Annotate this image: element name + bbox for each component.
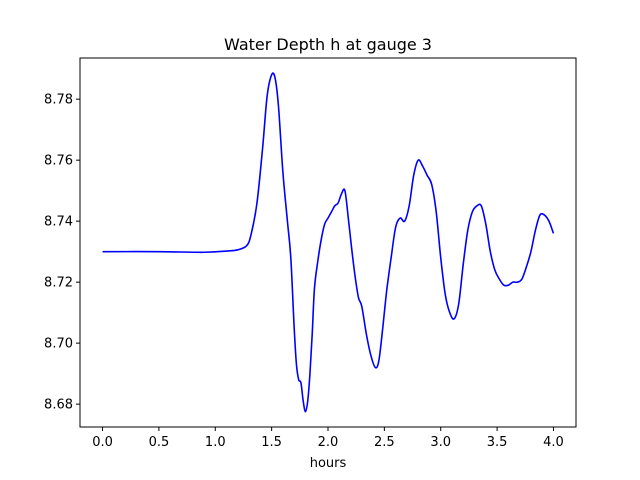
y-tick-label: 8.72 (44, 276, 73, 291)
x-axis-label: hours (310, 456, 347, 471)
x-tick-label: 4.0 (543, 435, 564, 450)
y-tick-label: 8.70 (44, 337, 73, 352)
x-tick-label: 1.5 (261, 435, 282, 450)
y-axis: 8.68 8.70 8.72 8.74 8.76 8.78 (44, 93, 80, 413)
y-tick-label: 8.68 (44, 398, 73, 413)
x-tick-label: 2.0 (318, 435, 339, 450)
series-layer (102, 72, 555, 413)
y-tick-label: 8.74 (44, 215, 73, 230)
x-axis: 0.0 0.5 1.0 1.5 2.0 2.5 3.0 3.5 4.0 (92, 427, 564, 450)
x-tick-label: 1.0 (205, 435, 226, 450)
x-tick-label: 0.0 (92, 435, 113, 450)
x-tick-label: 3.0 (430, 435, 451, 450)
x-tick-label: 3.5 (487, 435, 508, 450)
x-tick-label: 0.5 (149, 435, 170, 450)
y-tick-label: 8.76 (44, 154, 73, 169)
x-tick-label: 2.5 (374, 435, 395, 450)
y-tick-label: 8.78 (44, 93, 73, 108)
plot-frame (79, 57, 577, 428)
series-line (102, 72, 555, 413)
chart-title: Water Depth h at gauge 3 (224, 35, 432, 54)
